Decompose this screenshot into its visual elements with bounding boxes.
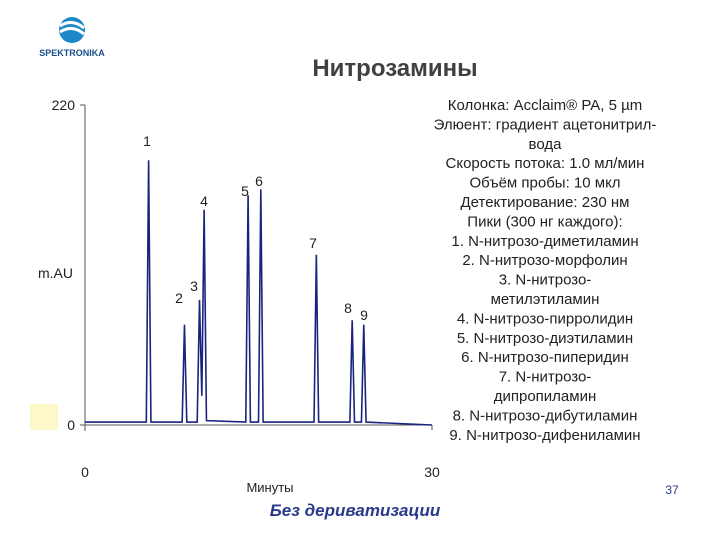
condition-line: 8. N-нитрозо-дибутиламин bbox=[453, 407, 638, 424]
conditions: Колонка: Acclaim® PA, 5 µm Элюент: градие… bbox=[434, 97, 657, 444]
condition-line: Скорость потока: 1.0 мл/мин bbox=[446, 155, 645, 172]
condition-line: дипропиламин bbox=[494, 388, 597, 405]
condition-line: Колонка: Acclaim® PA, 5 µm bbox=[448, 97, 642, 114]
chart-title: Нитрозамины bbox=[312, 55, 477, 82]
peak-label: 4 bbox=[200, 193, 208, 209]
x-tick-label: 0 bbox=[81, 464, 89, 480]
condition-line: 4. N-нитрозо-пирролидин bbox=[457, 310, 633, 327]
condition-line: 7. N-нитрозо- bbox=[499, 369, 592, 386]
condition-line: 3. N-нитрозо- bbox=[499, 272, 592, 289]
condition-line: Объём пробы: 10 мкл bbox=[469, 175, 620, 192]
peak-label: 8 bbox=[344, 300, 352, 316]
condition-line: 9. N-нитрозо-дифениламин bbox=[449, 427, 640, 444]
peak-label: 1 bbox=[143, 133, 151, 149]
y-tick-label: 0 bbox=[67, 417, 75, 433]
chromatogram-line bbox=[85, 160, 433, 426]
condition-line: Элюент: градиент ацетонитрил- bbox=[434, 116, 657, 133]
peak-label: 7 bbox=[309, 235, 317, 251]
condition-line: 6. N-нитрозо-пиперидин bbox=[461, 349, 629, 366]
condition-line: метилэтиламин bbox=[491, 291, 600, 308]
logo-icon bbox=[59, 17, 85, 43]
condition-line: 5. N-нитрозо-диэтиламин bbox=[457, 330, 633, 347]
condition-line: вода bbox=[529, 136, 563, 153]
peak-label: 3 bbox=[190, 278, 198, 294]
condition-line: 2. N-нитрозо-морфолин bbox=[462, 252, 627, 269]
condition-line: Пики (300 нг каждого): bbox=[467, 213, 622, 230]
page-number: 37 bbox=[665, 483, 679, 497]
plot: 0 220 0 30 1 23 4 56 7 8 9 bbox=[52, 97, 440, 480]
decoration bbox=[30, 404, 58, 430]
condition-line: Детектирование: 230 нм bbox=[461, 194, 630, 211]
y-axis-label: m.AU bbox=[38, 265, 73, 281]
logo-text: SPEKTRONIKA bbox=[39, 48, 105, 58]
condition-line: 1. N-нитрозо-диметиламин bbox=[451, 233, 638, 250]
peak-label: 2 bbox=[175, 290, 183, 306]
footer: Без дериватизации bbox=[270, 501, 441, 520]
peak-label: 5 bbox=[241, 183, 249, 199]
peak-label: 6 bbox=[255, 173, 263, 189]
peak-label: 9 bbox=[360, 307, 368, 323]
y-tick-label: 220 bbox=[52, 97, 76, 113]
x-tick-label: 30 bbox=[424, 464, 440, 480]
x-axis-label: Минуты bbox=[246, 480, 293, 495]
